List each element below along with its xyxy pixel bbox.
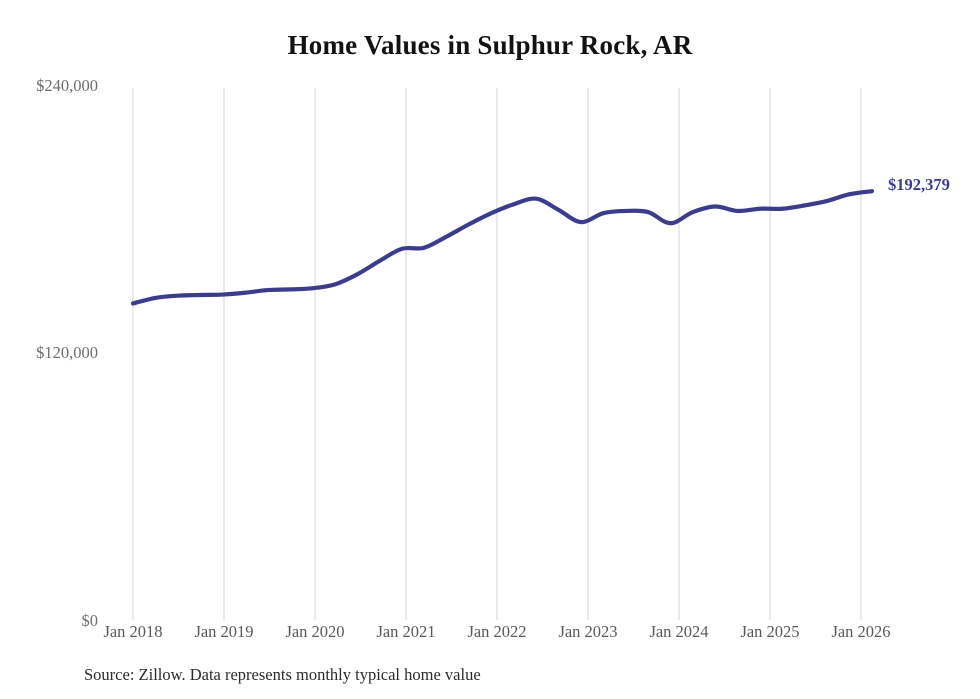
x-axis-tick-jan-2018: Jan 2018	[103, 622, 163, 641]
x-axis-tick-jan-2026: Jan 2026	[831, 622, 891, 641]
x-axis-tick-jan-2022: Jan 2022	[467, 622, 527, 641]
y-axis-tick-240000: $240,000	[36, 76, 98, 95]
home-value-line	[130, 189, 875, 306]
end-point-value-label: $192,379	[888, 175, 950, 194]
x-axis-tick-jan-2024: Jan 2024	[649, 622, 709, 641]
x-axis-tick-jan-2023: Jan 2023	[558, 622, 618, 641]
gridlines-vertical	[132, 88, 862, 620]
x-axis-tick-jan-2025: Jan 2025	[740, 622, 800, 641]
x-axis-tick-jan-2019: Jan 2019	[194, 622, 254, 641]
chart-title: Home Values in Sulphur Rock, AR	[287, 30, 693, 60]
source-note: Source: Zillow. Data represents monthly …	[84, 665, 481, 684]
x-axis-tick-jan-2020: Jan 2020	[285, 622, 345, 641]
y-axis-tick-120000: $120,000	[36, 343, 98, 362]
x-axis-tick-jan-2021: Jan 2021	[376, 622, 436, 641]
y-axis-tick-0: $0	[81, 611, 99, 630]
